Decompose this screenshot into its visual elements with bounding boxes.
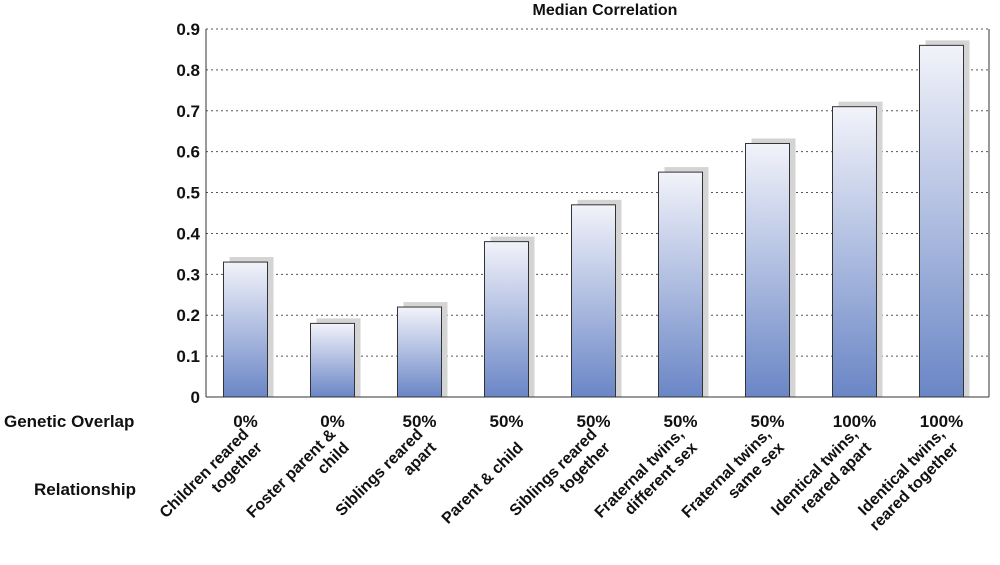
bar (223, 261, 268, 398)
bar (484, 241, 529, 398)
bars (223, 40, 970, 398)
genetic-overlap-label: 50% (489, 412, 523, 431)
y-tick-label: 0.4 (176, 224, 200, 243)
genetic-overlap-label: 0% (320, 412, 345, 431)
axes (205, 29, 990, 398)
y-tick-label: 0.7 (176, 102, 200, 121)
genetic-overlap-row-label: Genetic Overlap (4, 412, 134, 431)
y-tick-label: 0 (191, 388, 200, 407)
relationship-label: Fraternal twins,same sex (679, 426, 788, 522)
y-tick-label: 0.1 (176, 347, 200, 366)
y-tick-label: 0.8 (176, 61, 200, 80)
genetic-overlap-label: 100% (833, 412, 876, 431)
genetic-overlap-label: 50% (750, 412, 784, 431)
bar (919, 44, 964, 398)
y-tick-label: 0.5 (176, 184, 200, 203)
relationship-label: Foster parent &child (244, 426, 353, 522)
genetic-overlap-labels: 0% 0% 50% 50% 50% 50% 50% 100% 100% (233, 412, 963, 431)
bar (310, 322, 355, 398)
bar (571, 204, 616, 398)
relationship-label: Identical twins,reared together (855, 426, 962, 534)
y-axis-ticks: 0 0.1 0.2 0.3 0.4 0.5 0.6 0.7 0.8 0.9 (176, 20, 200, 407)
genetic-overlap-label: 50% (663, 412, 697, 431)
genetic-overlap-label: 50% (402, 412, 436, 431)
bar (397, 306, 442, 398)
y-tick-label: 0.6 (176, 143, 200, 162)
bar (745, 142, 790, 398)
genetic-overlap-label: 50% (576, 412, 610, 431)
bar (658, 171, 703, 398)
relationship-label: Identical twins,reared apart (768, 426, 875, 519)
genetic-overlap-label: 0% (233, 412, 258, 431)
bar (832, 106, 877, 398)
chart-title: Median Correlation (533, 2, 678, 19)
relationship-row-label: Relationship (34, 480, 136, 499)
y-tick-label: 0.3 (176, 265, 200, 284)
relationship-label: Fraternal twins,different sex (592, 426, 701, 522)
y-tick-label: 0.2 (176, 306, 200, 325)
genetic-overlap-label: 100% (920, 412, 963, 431)
y-tick-label: 0.9 (176, 20, 200, 39)
